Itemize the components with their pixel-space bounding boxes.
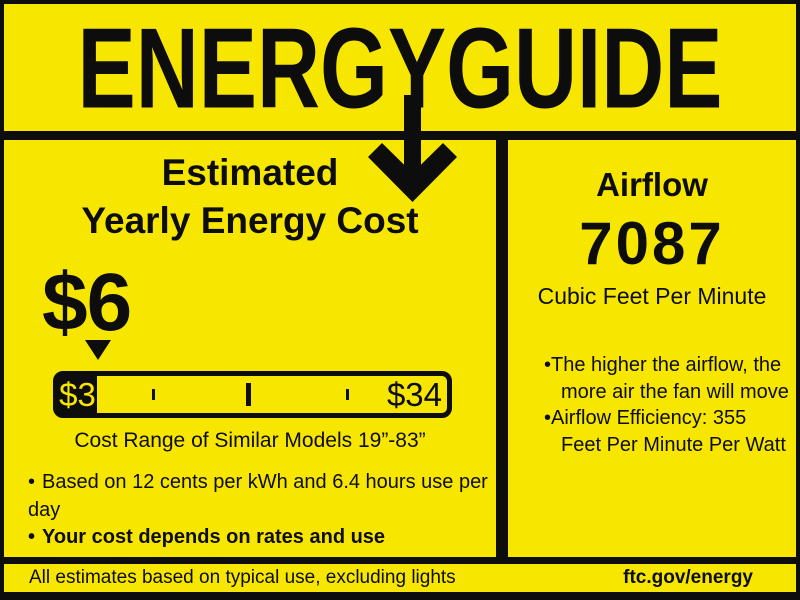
title-band: ENERGYGUIDE: [4, 4, 796, 132]
cost-range-scale: $3 $34: [53, 371, 452, 418]
bullet-icon: •: [28, 471, 36, 493]
scale-min-segment: $3: [58, 376, 97, 413]
footer-disclaimer: All estimates based on typical use, excl…: [29, 567, 456, 588]
bullet-icon: •: [544, 354, 552, 376]
airflow-value: 7087: [579, 210, 725, 277]
cost-note-1-text: Based on 12 cents per kWh and 6.4 hours …: [28, 471, 488, 521]
airflow-unit: Cubic Feet Per Minute: [537, 283, 767, 309]
cost-range-caption: Cost Range of Similar Models 19”-83”: [74, 429, 426, 452]
energyguide-logo: ENERGYGUIDE: [77, 4, 722, 132]
cost-notes: • Based on 12 cents per kWh and 6.4 hours…: [28, 469, 496, 579]
bullet-icon: •: [28, 526, 36, 548]
airflow-notes: •The higher the airflow, the more air th…: [544, 352, 789, 458]
energy-cost-panel: Estimated Yearly Energy Cost $6 $3 $34 C…: [4, 140, 496, 576]
ftc-url: ftc.gov/energy: [623, 567, 753, 588]
airflow-note-1-line2: more air the fan will move: [561, 380, 789, 403]
footer-band: All estimates based on typical use, excl…: [4, 564, 796, 592]
airflow-note-2-line2: Feet Per Minute Per Watt: [561, 433, 786, 456]
airflow-heading: Airflow: [596, 166, 708, 203]
airflow-panel: Airflow 7087 Cubic Feet Per Minute •The …: [508, 140, 796, 557]
airflow-note-2-line1: Airflow Efficiency: 355: [551, 407, 747, 429]
bullet-icon: •: [544, 407, 552, 429]
scale-min-label: $3: [59, 375, 96, 413]
cost-heading-line1: Estimated: [161, 152, 339, 193]
scale-tick: [346, 389, 349, 400]
cost-heading: Estimated Yearly Energy Cost: [4, 149, 496, 245]
airflow-note-2: •Airflow Efficiency: 355 Feet Per Minute…: [544, 405, 789, 458]
energyguide-title: ENERGYGUIDE: [77, 4, 722, 131]
cost-heading-line2: Yearly Energy Cost: [81, 200, 419, 241]
airflow-note-1-line1: The higher the airflow, the: [551, 354, 782, 376]
scale-tick: [152, 389, 155, 400]
cost-note-2: • Your cost depends on rates and use: [28, 524, 496, 552]
cost-pointer-icon: [85, 340, 111, 360]
scale-max-label: $34: [386, 375, 442, 413]
cost-note-1: • Based on 12 cents per kWh and 6.4 hours…: [28, 469, 496, 524]
cost-note-2-text: Your cost depends on rates and use: [42, 526, 386, 548]
yearly-cost-value: $6: [42, 257, 132, 348]
airflow-note-1: •The higher the airflow, the more air th…: [544, 352, 789, 405]
scale-tick-mid: [246, 383, 251, 406]
